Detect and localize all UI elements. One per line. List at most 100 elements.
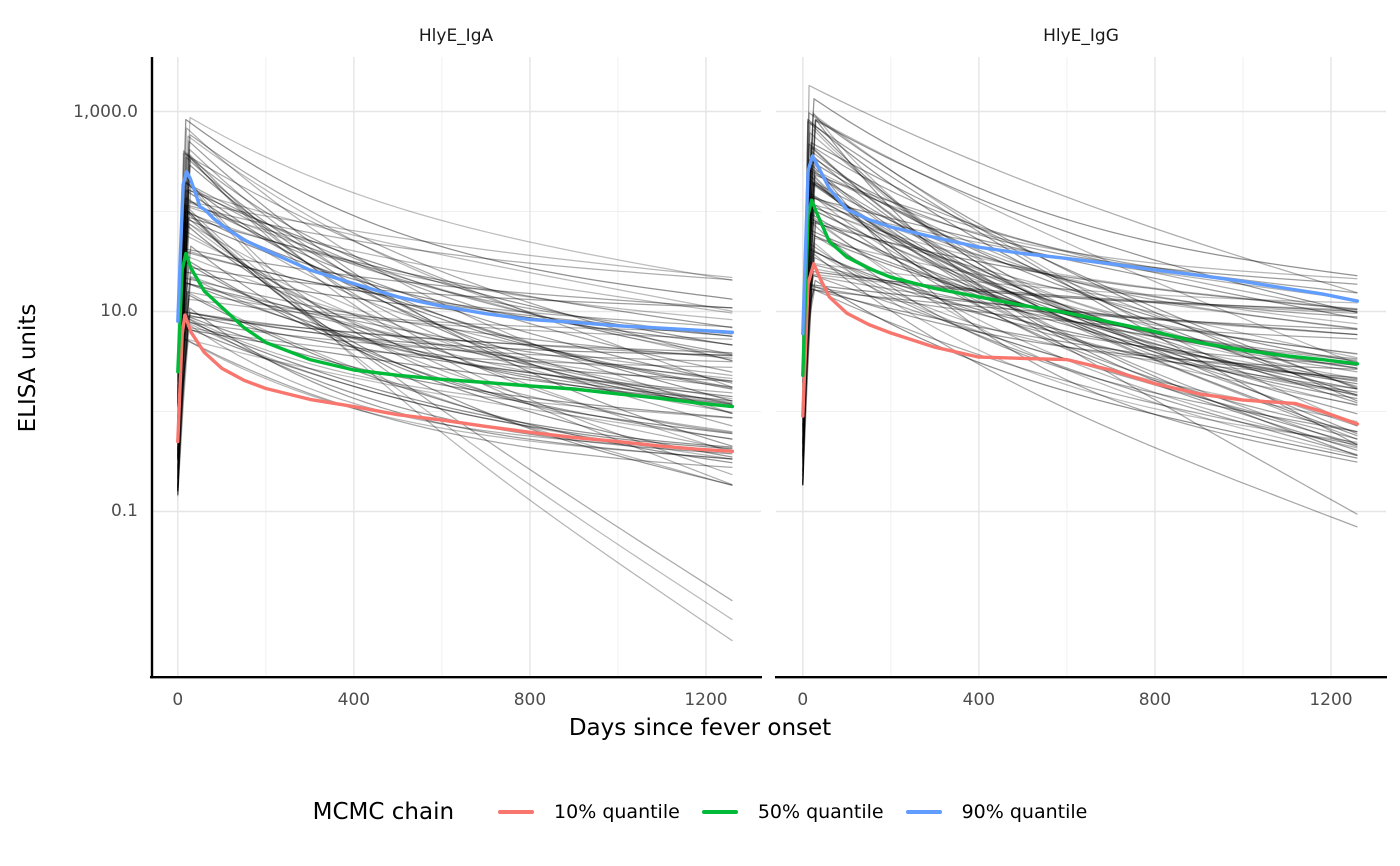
posterior-draw-line: [177, 210, 733, 621]
posterior-draw-line: [177, 275, 733, 437]
posterior-draw-line: [177, 152, 733, 388]
posterior-draw-line: [802, 221, 1358, 430]
x-tick-label: 0: [172, 690, 184, 710]
posterior-draw-line: [802, 111, 1358, 444]
posterior-draw-line: [177, 340, 733, 460]
posterior-draw-line: [802, 159, 1358, 457]
x-tick-label: 400: [962, 690, 996, 710]
posterior-draw-line: [802, 146, 1358, 484]
posterior-draw-line: [802, 157, 1358, 476]
posterior-draw-line: [177, 201, 733, 393]
posterior-draw-line: [177, 281, 733, 405]
legend: MCMC chain 10% quantile 50% quantile 90%…: [0, 799, 1400, 825]
x-tick-label: 1200: [1309, 690, 1353, 710]
posterior-draw-line: [802, 132, 1358, 407]
posterior-draw-line: [177, 180, 733, 482]
posterior-draw-line: [177, 140, 733, 447]
posterior-draw-line: [802, 179, 1358, 465]
posterior-draw-line: [802, 98, 1358, 336]
posterior-draw-line: [802, 196, 1358, 484]
legend-swatch-10-quantile: [498, 810, 535, 814]
posterior-draw-line: [802, 174, 1358, 339]
posterior-draw-line: [177, 206, 733, 435]
x-tick-label: 800: [1138, 690, 1172, 710]
posterior-draw-line: [177, 157, 733, 452]
posterior-draw-line: [802, 119, 1358, 445]
posterior-draw-line: [177, 338, 733, 494]
posterior-draw-line: [177, 134, 733, 422]
posterior-draw-line: [802, 284, 1358, 397]
legend-label-90-quantile: 90% quantile: [961, 801, 1088, 823]
x-tick-label: 800: [513, 690, 547, 710]
posterior-draw-line: [802, 196, 1358, 445]
posterior-draw-line: [177, 215, 733, 602]
posterior-draw-line: [177, 189, 733, 417]
y-tick-label-0-1: 0.1: [110, 501, 138, 521]
legend-item-50-quantile: 50% quantile: [701, 801, 884, 823]
posterior-draw-line: [802, 153, 1358, 434]
x-tick-label: 400: [337, 690, 371, 710]
legend-swatch-90-quantile: [905, 810, 942, 814]
posterior-draw-line: [177, 180, 733, 461]
quantile-line-90pct: [801, 154, 1360, 336]
posterior-draw-line: [177, 247, 733, 407]
posterior-draw-line: [802, 192, 1358, 457]
posterior-draw-line: [177, 319, 733, 448]
posterior-draw-line: [802, 181, 1358, 458]
posterior-draw-line: [802, 217, 1358, 457]
posterior-draw-line: [802, 174, 1358, 485]
x-axis-title: Days since fever onset: [568, 715, 832, 741]
posterior-draw-line: [802, 253, 1358, 528]
posterior-draw-line: [802, 221, 1358, 433]
posterior-draw-line: [802, 181, 1358, 486]
posterior-draw-line: [802, 120, 1358, 446]
posterior-draw-line: [802, 167, 1358, 485]
posterior-draw-line: [802, 151, 1358, 405]
posterior-draw-line: [177, 315, 733, 419]
posterior-draw-line: [177, 267, 733, 419]
posterior-draw-line: [177, 250, 733, 491]
posterior-draw-line: [177, 209, 733, 486]
posterior-draw-line: [802, 248, 1358, 366]
posterior-draw-line: [177, 317, 733, 448]
ensemble-group: [802, 84, 1358, 528]
posterior-draw-line: [802, 267, 1358, 449]
posterior-draw-line: [177, 154, 733, 489]
posterior-draw-line: [802, 209, 1358, 473]
posterior-draw-line: [802, 287, 1358, 446]
posterior-draw-line: [802, 274, 1358, 398]
y-tick-label-1000: 1,000.0: [73, 102, 138, 122]
posterior-draw-line: [802, 119, 1358, 402]
posterior-draw-line: [802, 112, 1358, 408]
posterior-draw-line: [802, 211, 1358, 385]
legend-item-90-quantile: 90% quantile: [905, 801, 1088, 823]
posterior-draw-line: [177, 200, 733, 486]
posterior-draw-line: [802, 204, 1358, 433]
posterior-draw-line: [802, 272, 1358, 440]
posterior-draw-line: [177, 216, 733, 420]
posterior-draw-line: [177, 276, 733, 466]
posterior-draw-line: [177, 328, 733, 473]
legend-swatch-50-quantile: [701, 810, 738, 814]
posterior-draw-line: [177, 204, 733, 399]
posterior-draw-line: [177, 189, 733, 377]
posterior-draw-line: [177, 118, 733, 398]
posterior-draw-line: [802, 286, 1358, 360]
posterior-draw-line: [802, 250, 1358, 398]
posterior-draw-line: [177, 282, 733, 437]
posterior-draw-line: [802, 183, 1358, 371]
facet-title-hlye-iga: HlyE_IgA: [418, 26, 494, 46]
posterior-draw-line: [177, 148, 733, 456]
posterior-draw-line: [802, 128, 1358, 380]
posterior-draw-line: [177, 338, 733, 469]
posterior-draw-line: [177, 203, 733, 459]
posterior-draw-line: [802, 205, 1358, 446]
posterior-draw-line: [177, 164, 733, 480]
posterior-draw-line: [177, 325, 733, 450]
posterior-draw-line: [177, 156, 733, 404]
posterior-draw-line: [177, 230, 733, 486]
posterior-draw-line: [802, 237, 1358, 462]
posterior-draw-line: [802, 162, 1358, 397]
posterior-draw-line: [802, 289, 1358, 381]
posterior-draw-line: [177, 311, 733, 470]
